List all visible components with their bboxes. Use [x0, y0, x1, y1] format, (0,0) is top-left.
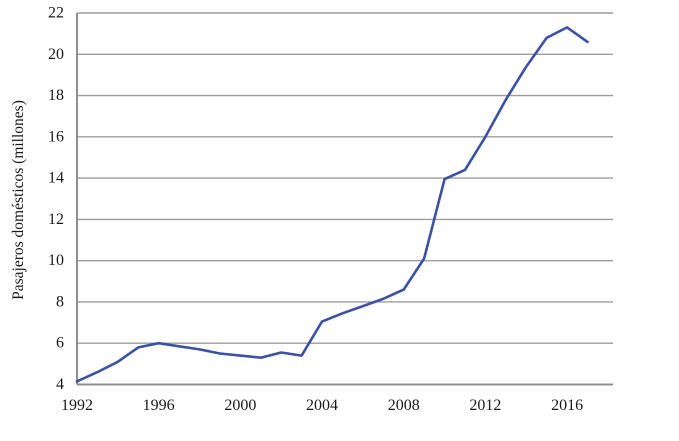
x-tick-label: 1992	[61, 397, 93, 414]
y-tick-label: 14	[48, 170, 64, 187]
y-axis-title: Pasajeros domésticos (millones)	[10, 100, 27, 300]
x-tick-label: 2000	[224, 397, 256, 414]
x-tick-label: 2012	[469, 397, 501, 414]
y-tick-label: 22	[48, 5, 64, 22]
x-axis-tick-labels: 1992 1996 2000 2004 2008 2012 2016	[61, 397, 583, 414]
y-tick-label: 16	[48, 128, 64, 145]
axes	[76, 13, 613, 386]
x-tick-label: 2016	[551, 397, 583, 414]
gridlines	[77, 12, 613, 344]
y-tick-label: 12	[48, 211, 64, 228]
y-tick-label: 20	[48, 46, 64, 63]
x-tick-label: 1996	[143, 397, 175, 414]
y-axis-tick-labels: 4 6 8 10 12 14 16 18 20 22	[48, 5, 64, 394]
x-tick-label: 2008	[388, 397, 420, 414]
y-tick-label: 6	[56, 335, 64, 352]
y-tick-label: 10	[48, 252, 64, 269]
y-tick-label: 4	[56, 376, 64, 393]
data-series-line	[75, 26, 589, 383]
y-tick-label: 18	[48, 87, 64, 104]
x-tick-label: 2004	[306, 397, 338, 414]
y-tick-label: 8	[56, 293, 64, 310]
